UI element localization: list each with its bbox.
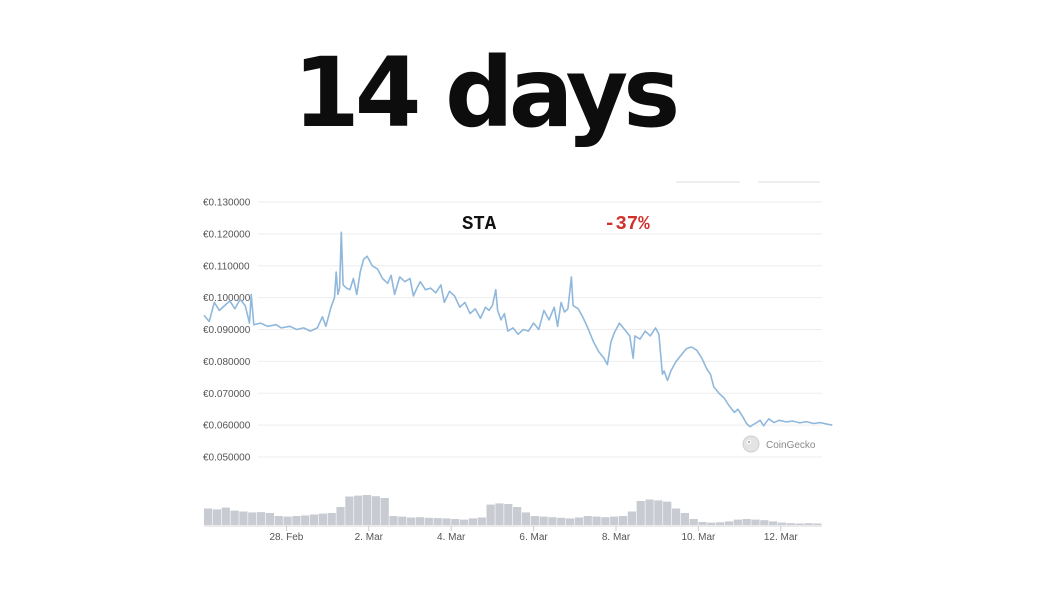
volume-bar xyxy=(354,495,363,525)
y-axis: €0.130000 €0.120000 €0.110000 €0.100000 €0.0… xyxy=(203,198,251,464)
x-tick-label: 28. Feb xyxy=(269,532,303,543)
volume-bar xyxy=(309,514,319,525)
volume-bar xyxy=(618,516,628,525)
x-tick-label: 12. Mar xyxy=(764,532,799,543)
volume-bar xyxy=(742,519,751,525)
volume-bar xyxy=(583,516,592,525)
volume-bar xyxy=(486,504,495,525)
volume-bar xyxy=(477,517,486,525)
watermark-text: CoinGecko xyxy=(766,440,816,451)
y-tick-label: €0.080000 xyxy=(203,357,251,368)
volume-bar xyxy=(636,501,645,525)
volume-bar xyxy=(521,512,531,525)
volume-bar xyxy=(530,516,539,525)
volume-bar xyxy=(389,516,398,525)
volume-bar xyxy=(407,517,416,525)
volume-bar xyxy=(574,517,584,525)
x-tick-label: 2. Mar xyxy=(355,532,384,543)
volume-bar xyxy=(689,519,698,525)
volume-bar xyxy=(565,518,575,525)
volume-bar xyxy=(777,522,787,525)
volume-bar xyxy=(557,517,566,525)
volume-bar xyxy=(751,519,760,525)
x-tick-label: 4. Mar xyxy=(437,532,466,543)
x-tick-label: 8. Mar xyxy=(602,532,631,543)
volume-bar xyxy=(292,516,301,525)
volume-bar xyxy=(221,507,230,525)
volume-bar xyxy=(627,511,636,525)
grid xyxy=(258,201,822,458)
volume-bar xyxy=(345,496,354,525)
coin-label: STA xyxy=(462,213,497,235)
volume-bars xyxy=(204,495,822,525)
volume-bar xyxy=(671,508,681,525)
volume-bar xyxy=(460,519,469,525)
y-tick-label: €0.090000 xyxy=(203,325,251,336)
y-tick-label: €0.050000 xyxy=(203,453,251,464)
volume-bar xyxy=(760,520,769,525)
y-tick-label: €0.110000 xyxy=(203,261,250,272)
volume-bar xyxy=(256,512,266,525)
y-tick-label: €0.120000 xyxy=(203,229,251,240)
volume-bar xyxy=(548,517,557,525)
volume-bar xyxy=(468,518,478,525)
x-axis: 28. Feb 2. Mar 4. Mar 6. Mar 8. Mar 10. Mar 12… xyxy=(204,525,822,543)
gecko-logo-icon xyxy=(742,435,760,453)
volume-bar xyxy=(336,507,345,525)
volume-bar xyxy=(274,516,283,525)
volume-bar xyxy=(318,513,327,525)
volume-bar xyxy=(248,512,257,525)
volume-bar xyxy=(204,508,213,525)
volume-bar xyxy=(362,495,372,525)
headline: 14 days xyxy=(293,37,680,149)
x-tick-label: 6. Mar xyxy=(519,532,548,543)
y-tick-label: €0.130000 xyxy=(203,198,251,209)
price-line xyxy=(203,231,833,428)
volume-bar xyxy=(716,522,725,525)
volume-bar xyxy=(212,509,222,525)
volume-bar xyxy=(239,511,248,525)
volume-bar xyxy=(433,518,442,525)
volume-bar xyxy=(504,504,513,525)
y-tick-label: €0.100000 xyxy=(203,293,251,304)
volume-bar xyxy=(230,510,239,525)
volume-bar xyxy=(654,500,663,525)
y-tick-label: €0.070000 xyxy=(203,389,251,400)
volume-bar xyxy=(786,523,795,525)
volume-bar xyxy=(265,513,275,525)
y-tick-label: €0.060000 xyxy=(203,421,251,432)
volume-bar xyxy=(804,523,813,525)
volume-bar xyxy=(424,517,433,525)
volume-bar xyxy=(415,517,425,525)
volume-bar xyxy=(663,501,672,525)
volume-bar xyxy=(610,516,619,525)
volume-bar xyxy=(680,513,689,525)
volume-bar xyxy=(301,515,310,525)
watermark: CoinGecko xyxy=(742,435,816,453)
volume-bar xyxy=(398,516,407,525)
volume-bar xyxy=(645,499,654,525)
volume-bar xyxy=(495,503,504,525)
volume-bar xyxy=(724,521,734,525)
x-tick-label: 10. Mar xyxy=(681,532,716,543)
volume-bar xyxy=(327,513,336,525)
volume-bar xyxy=(371,496,380,525)
volume-bar xyxy=(795,523,804,525)
volume-bar xyxy=(769,521,778,525)
volume-bar xyxy=(380,498,389,525)
volume-bar xyxy=(283,516,292,525)
volume-bar xyxy=(592,516,601,525)
volume-bar xyxy=(513,507,522,525)
volume-bar xyxy=(733,519,742,525)
volume-bar xyxy=(698,522,707,525)
volume-bar xyxy=(451,519,460,525)
volume-bar xyxy=(539,516,548,525)
change-label: -37% xyxy=(604,213,650,235)
volume-bar xyxy=(707,522,716,525)
volume-bar xyxy=(813,523,822,525)
volume-bar xyxy=(442,518,451,525)
volume-bar xyxy=(601,517,610,525)
